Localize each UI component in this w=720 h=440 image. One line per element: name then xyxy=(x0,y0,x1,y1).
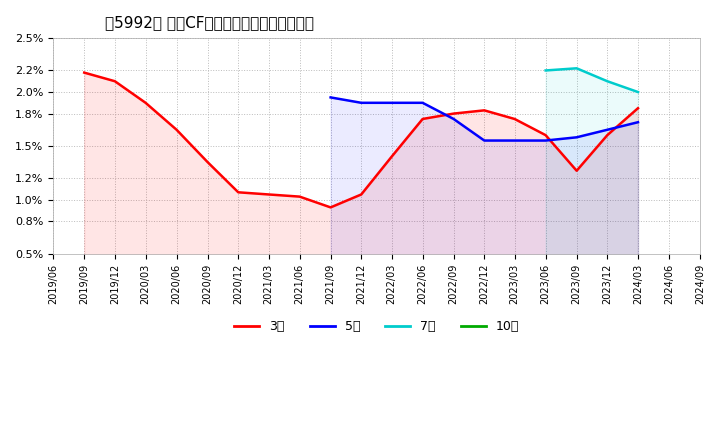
Text: ［5992］ 営業CFマージンの標準偏差の推移: ［5992］ 営業CFマージンの標準偏差の推移 xyxy=(105,15,314,30)
Legend: 3年, 5年, 7年, 10年: 3年, 5年, 7年, 10年 xyxy=(229,315,524,338)
